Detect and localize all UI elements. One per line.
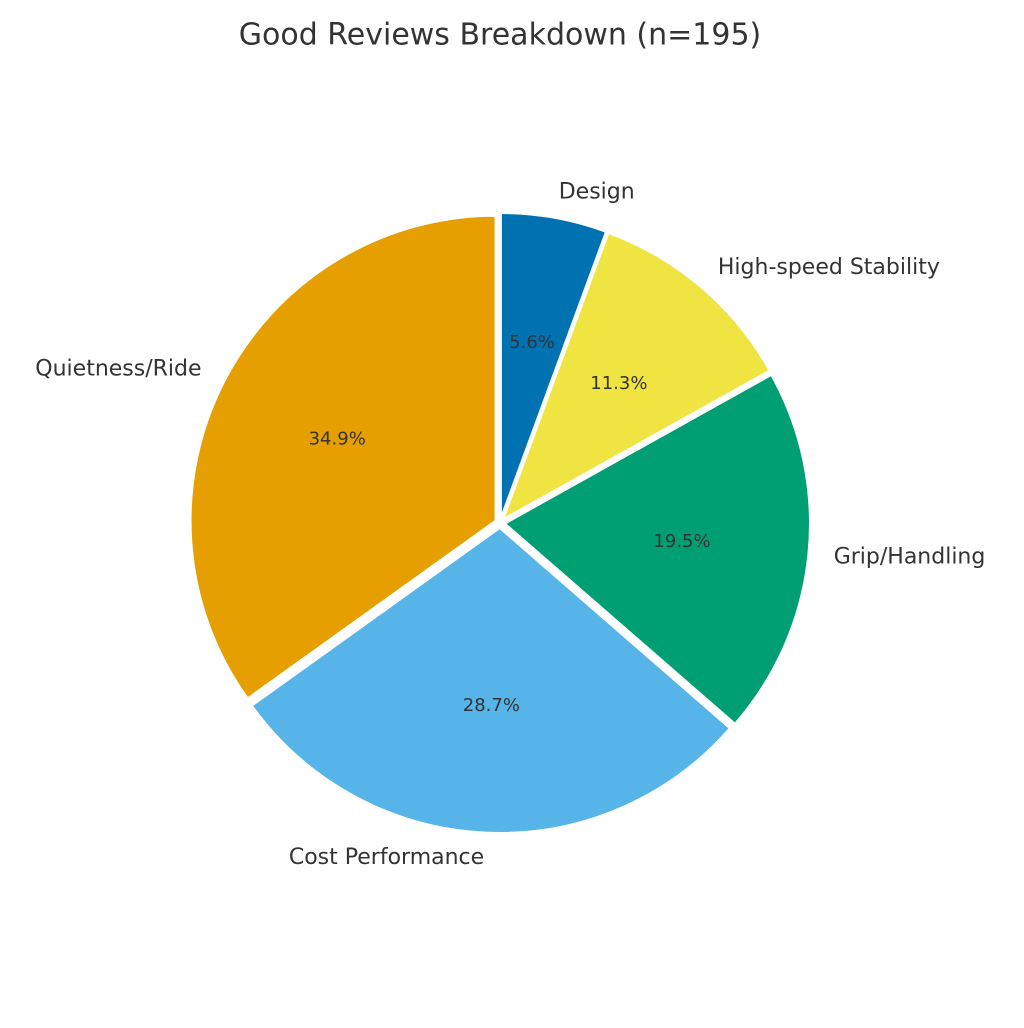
pie-slice — [503, 373, 811, 726]
pie-slice — [189, 214, 497, 700]
slice-label: High-speed Stability — [718, 255, 940, 280]
slice-label: Design — [559, 180, 635, 205]
slice-label: Grip/Handling — [834, 545, 986, 570]
slice-label: Quietness/Ride — [35, 357, 201, 382]
pie-slice — [499, 212, 608, 519]
pie-slice — [501, 231, 771, 522]
value-label: 28.7% — [463, 695, 520, 716]
value-label: 19.5% — [653, 531, 710, 552]
value-label: 34.9% — [309, 428, 366, 449]
slice-label: Cost Performance — [289, 845, 484, 870]
value-label: 5.6% — [509, 332, 555, 353]
pie-slice — [250, 526, 732, 834]
chart-title: Good Reviews Breakdown (n=195) — [239, 18, 762, 53]
value-label: 11.3% — [590, 373, 647, 394]
